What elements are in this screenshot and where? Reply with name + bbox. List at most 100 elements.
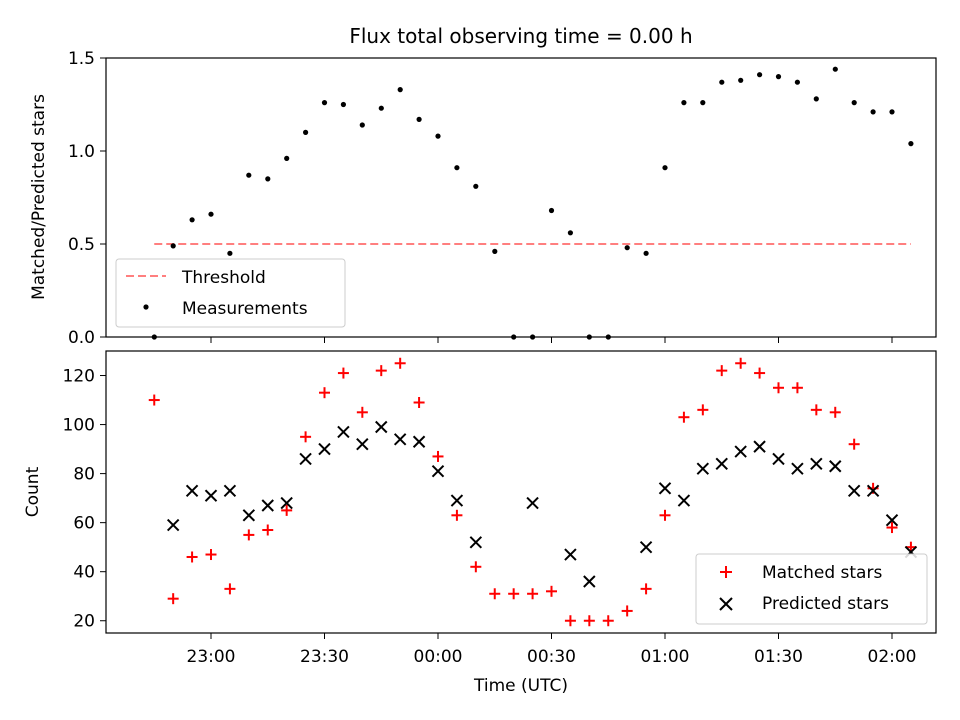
measurement-point xyxy=(454,165,460,171)
measurement-point xyxy=(832,66,838,72)
measurement-point xyxy=(340,101,346,108)
predicted-star-point xyxy=(204,489,218,502)
x-axis-label: Time (UTC) xyxy=(473,676,568,696)
predicted-star-point xyxy=(885,513,899,527)
measurement-point xyxy=(151,334,157,340)
bottom-panel: 20 40 60 80 100 120 23:00 23:30 00:00 00:30 01:00… xyxy=(23,350,937,696)
predicted-star-point xyxy=(431,464,445,478)
predicted-star-point xyxy=(564,548,577,561)
predicted-star-point xyxy=(526,496,539,510)
predicted-star-point xyxy=(299,452,312,466)
bottom-x-tick-label: 00:00 xyxy=(414,647,463,667)
measurement-point xyxy=(870,109,876,115)
top-legend-box xyxy=(115,258,346,328)
predicted-star-point xyxy=(639,540,653,554)
measurement-point xyxy=(492,248,498,254)
predicted-star-point xyxy=(412,435,426,448)
predicted-star-point xyxy=(318,442,331,456)
measurement-point xyxy=(548,207,555,214)
measurement-point xyxy=(567,230,574,236)
measurement-point xyxy=(321,100,328,106)
measurement-point xyxy=(189,217,195,223)
measurement-point xyxy=(530,334,536,340)
matched-star-point xyxy=(262,524,274,536)
matched-star-point xyxy=(773,382,784,394)
bottom-y-tick-label: 60 xyxy=(73,514,95,534)
top-y-tick-label: 1.5 xyxy=(68,49,95,69)
matched-star-point xyxy=(224,583,236,595)
bottom-y-label: Count xyxy=(23,466,43,517)
matched-star-point xyxy=(451,509,463,521)
matched-star-point xyxy=(697,404,709,416)
measurement-point xyxy=(624,245,630,251)
matched-star-point xyxy=(319,387,330,399)
measurement-point xyxy=(775,74,782,80)
matched-star-point xyxy=(148,394,160,406)
measurement-point xyxy=(435,133,441,139)
matched-star-point xyxy=(829,406,841,418)
measurement-point xyxy=(908,141,914,147)
matched-star-point xyxy=(621,605,633,617)
bottom-y-tick-label: 100 xyxy=(63,416,95,436)
measurement-point xyxy=(473,183,479,189)
predicted-legend-label: Predicted stars xyxy=(762,594,889,614)
matched-star-point xyxy=(356,406,368,418)
measurement-point xyxy=(738,77,744,83)
predicted-star-point xyxy=(866,484,880,497)
predicted-star-point xyxy=(715,457,728,471)
top-axes-frame xyxy=(105,57,937,338)
predicted-star-point xyxy=(375,420,388,434)
measurement-point xyxy=(265,176,271,182)
predicted-star-point xyxy=(791,462,804,475)
predicted-star-point xyxy=(356,437,369,451)
predicted-star-point xyxy=(166,518,180,532)
measurement-point xyxy=(700,100,706,106)
predicted-star-point xyxy=(393,433,407,446)
measurement-point xyxy=(359,122,365,128)
predicted-star-point xyxy=(847,484,861,497)
predicted-star-point xyxy=(753,440,766,453)
matched-star-point xyxy=(205,549,217,561)
predicted-star-point xyxy=(772,452,785,466)
predicted-star-point xyxy=(261,499,274,512)
measurement-point xyxy=(227,250,233,256)
bottom-legend: Matched stars Predicted stars xyxy=(695,553,928,625)
matched-star-point xyxy=(810,404,822,416)
matched-star-point xyxy=(659,509,671,521)
matched-star-point xyxy=(375,365,387,377)
top-legend: Threshold Measurements xyxy=(115,258,346,328)
matched-star-point xyxy=(735,357,747,369)
matched-star-point xyxy=(716,365,728,377)
predicted-legend-marker xyxy=(719,597,733,611)
matched-star-point xyxy=(546,585,557,597)
predicted-star-point xyxy=(696,462,710,475)
matched-star-point xyxy=(243,529,255,541)
top-y-tick-label: 0.5 xyxy=(68,235,95,255)
matched-star-point xyxy=(583,615,595,627)
matched-star-point xyxy=(470,561,482,573)
measurement-point xyxy=(643,250,649,256)
bottom-x-tick-label: 23:00 xyxy=(187,647,236,667)
measurement-point xyxy=(246,172,252,178)
predicted-star-point xyxy=(242,509,256,522)
measurement-point xyxy=(170,243,176,249)
matched-star-point xyxy=(413,396,425,408)
measurement-point xyxy=(889,109,895,115)
measurement-point xyxy=(416,116,422,122)
matched-star-point xyxy=(432,450,444,462)
bottom-y-ticks: 20 40 60 80 100 120 xyxy=(63,367,106,632)
top-y-tick-label: 0.0 xyxy=(68,328,95,348)
matched-star-point xyxy=(186,551,198,563)
top-y-ticks: 0.0 0.5 1.0 1.5 xyxy=(68,49,893,348)
matched-star-point xyxy=(848,438,860,450)
predicted-star-point xyxy=(280,496,293,510)
bottom-x-tick-label: 00:30 xyxy=(527,647,576,667)
matched-star-point xyxy=(394,357,406,369)
matched-legend-label: Matched stars xyxy=(762,563,882,583)
matched-star-point xyxy=(754,367,766,379)
measurement-point xyxy=(719,79,725,85)
bottom-marks xyxy=(148,357,918,627)
top-y-label: Matched/Predicted stars xyxy=(29,94,49,300)
predicted-star-point xyxy=(810,457,823,471)
